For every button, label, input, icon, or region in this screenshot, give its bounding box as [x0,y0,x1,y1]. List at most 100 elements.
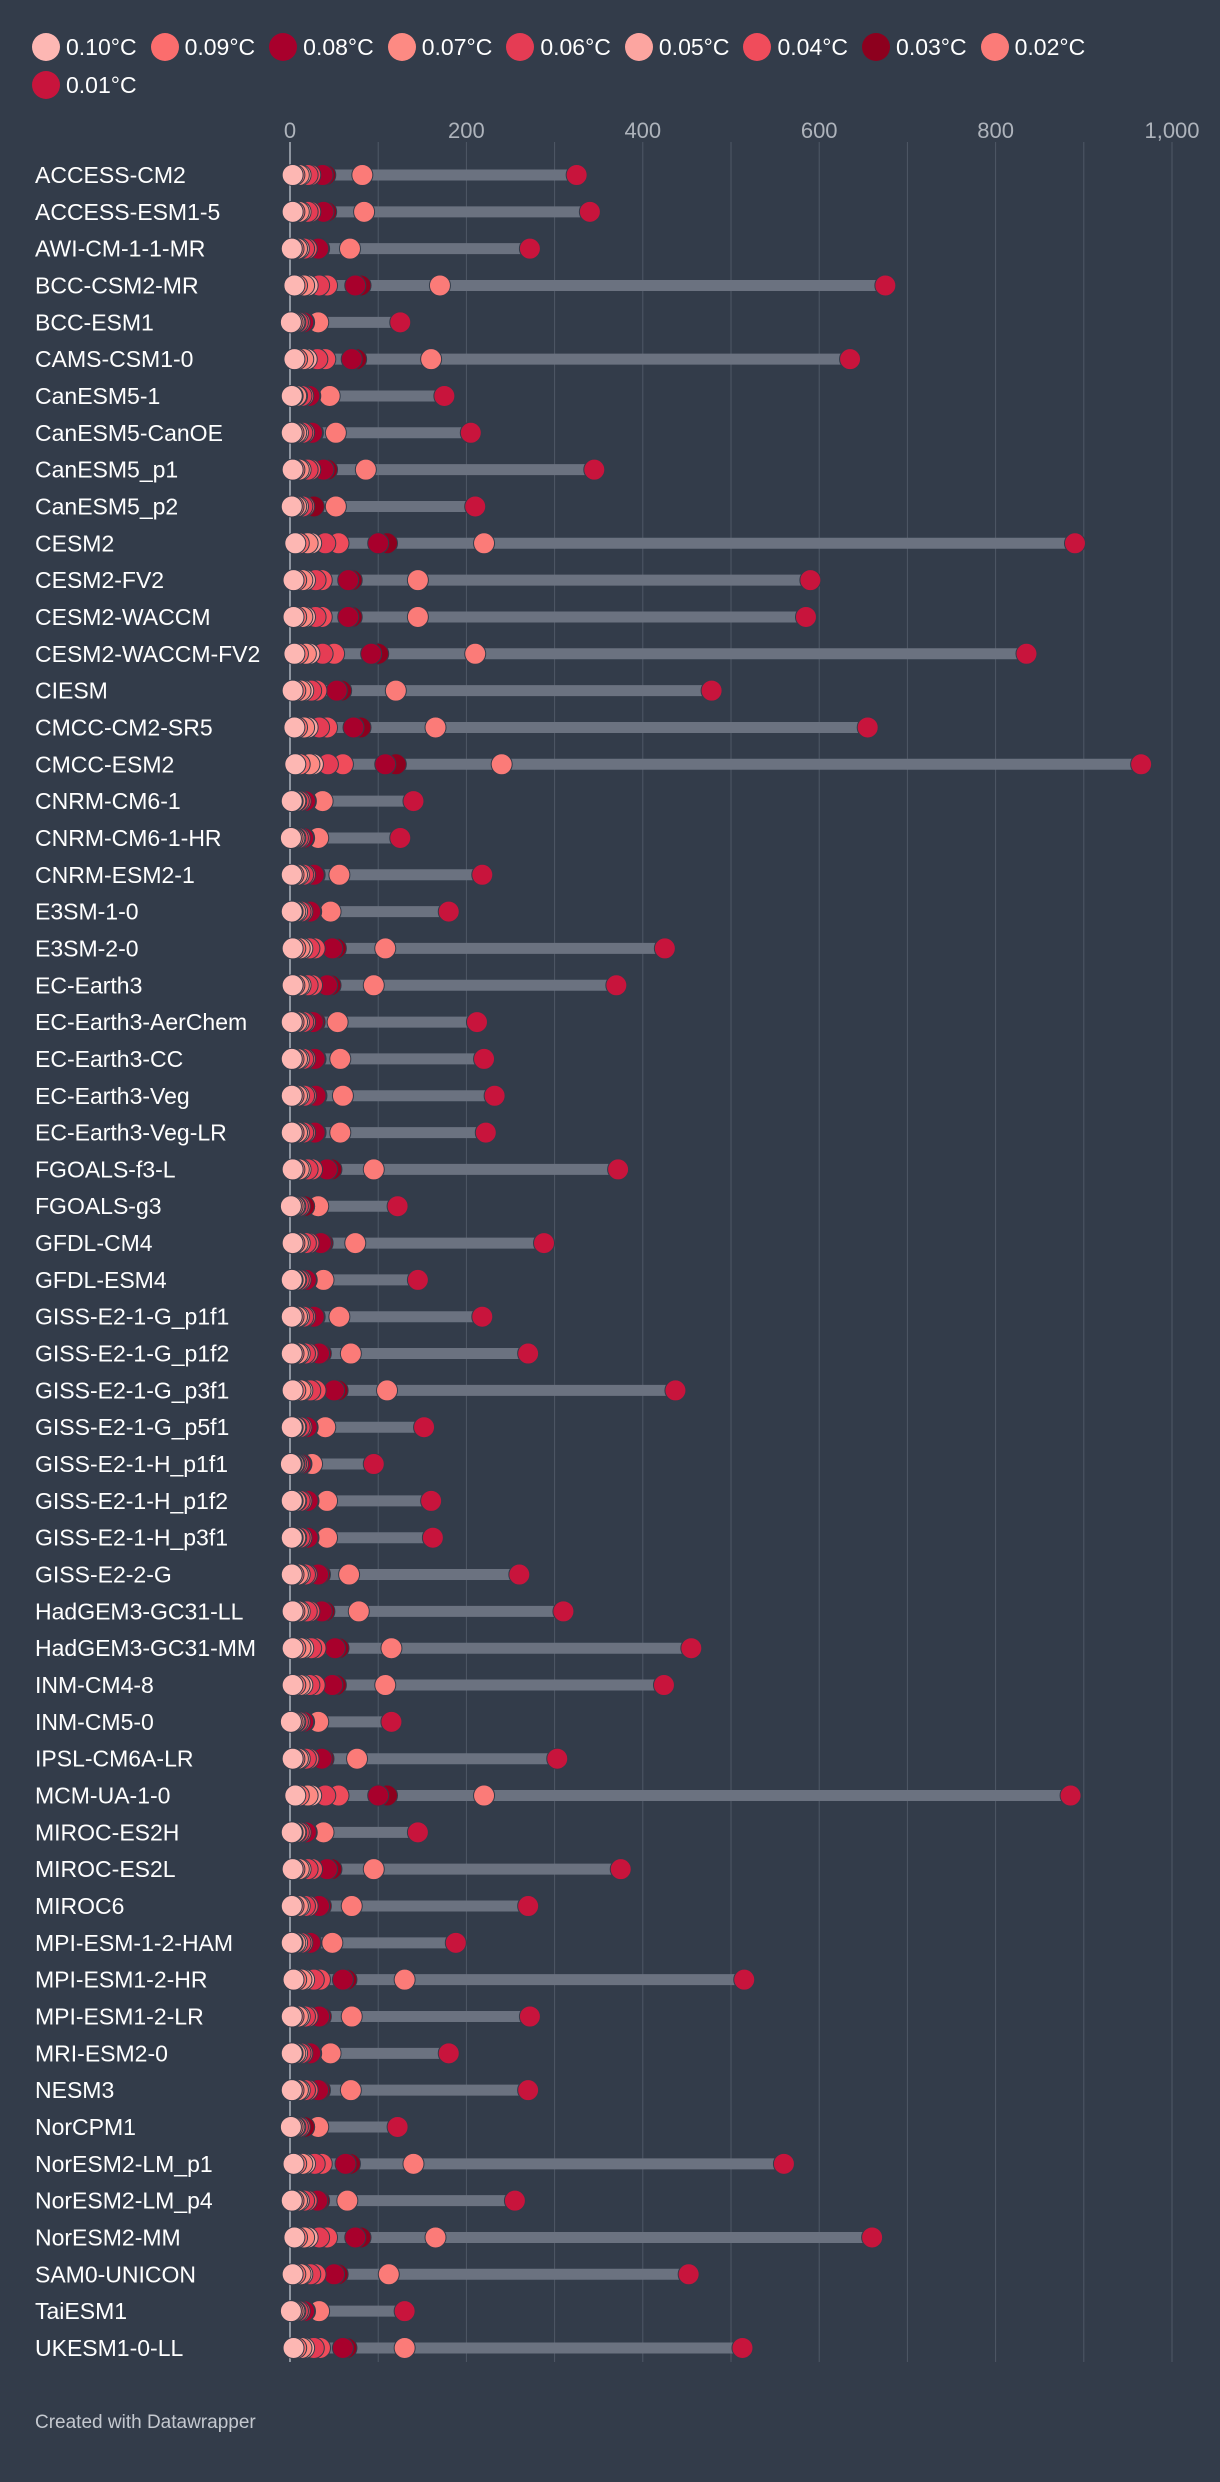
data-point [282,569,305,592]
data-point [279,2115,302,2138]
data-point [473,1047,496,1070]
model-label: CanESM5_p2 [35,493,178,519]
data-point [336,2189,359,2212]
model-label: GISS-E2-1-H_p3f1 [35,1525,228,1551]
data-point [406,605,429,628]
data-point [552,1600,575,1623]
data-point [861,2226,884,2249]
data-point [680,1637,703,1660]
data-point [282,605,305,628]
data-point [428,274,451,297]
data-point [280,495,303,518]
model-label: MCM-UA-1-0 [35,1783,170,1809]
legend-label: 0.03°C [896,33,967,60]
data-point [281,679,304,702]
data-point [424,2226,447,2249]
data-point [281,1158,304,1181]
data-point [389,311,412,334]
data-point [351,164,374,186]
model-label: GISS-E2-1-G_p1f1 [35,1304,229,1330]
data-point [508,1563,531,1586]
data-point [329,1047,352,1070]
data-point [565,164,588,186]
data-point [374,937,397,960]
legend-swatch [269,33,298,61]
model-label: GISS-E2-1-G_p5f1 [35,1414,229,1440]
model-label: INM-CM4-8 [35,1672,154,1698]
data-point [490,753,513,776]
data-point [583,458,606,481]
legend-item: 0.03°C [862,32,967,62]
data-point [281,1600,304,1623]
data-point [280,2005,303,2028]
model-label: GISS-E2-1-H_p1f2 [35,1488,228,1514]
data-point [360,642,383,665]
data-point [279,1710,302,1733]
data-point [323,1637,346,1660]
data-point [280,2042,303,2065]
legend-swatch [387,33,416,61]
data-point [374,1674,397,1697]
data-point [324,421,347,444]
model-label: CanESM5_p1 [35,457,178,483]
data-point [362,1858,385,1881]
model-label: MIROC-ES2H [35,1819,179,1845]
data-point [402,790,425,813]
model-label: GFDL-ESM4 [35,1267,167,1293]
model-label: MIROC6 [35,1893,124,1919]
data-point [281,1747,304,1770]
data-point [420,1489,443,1512]
model-label: MPI-ESM1-2-HR [35,1967,208,1993]
data-point [393,2300,416,2323]
data-point [281,1674,304,1697]
data-point [281,937,304,960]
x-tick-label: 200 [448,118,485,143]
data-point [284,753,307,776]
data-point [386,2115,409,2138]
data-point [281,1232,304,1255]
legend-swatch [150,33,179,61]
data-point [279,826,302,849]
data-point [733,1968,756,1991]
data-point [376,1379,399,1402]
data-point [607,1158,630,1181]
data-point [337,569,360,592]
legend-item: 0.07°C [387,32,492,62]
data-point [353,200,376,223]
x-tick-label: 600 [801,118,838,143]
data-point [389,826,412,849]
data-point [281,164,304,186]
model-label: CESM2 [35,530,114,556]
data-point [283,348,306,371]
data-point [664,1379,687,1402]
model-label: SAM0-UNICON [35,2261,196,2287]
data-point [283,2226,306,2249]
data-point [384,679,407,702]
data-point [772,2152,795,2175]
data-point [354,458,377,481]
data-point [473,1784,496,1807]
data-point [283,642,306,665]
data-point [281,1858,304,1881]
legend-item: 0.01°C [32,70,137,100]
data-point [474,1121,497,1144]
data-point [281,458,304,481]
data-point [339,1342,362,1365]
model-label: NorCPM1 [35,2114,136,2140]
data-point [338,1563,361,1586]
data-point [323,2263,346,2286]
x-tick-label: 0 [284,118,296,143]
legend-label: 0.02°C [1014,33,1086,60]
data-point [533,1232,556,1255]
data-point [279,1453,302,1476]
x-tick-label: 400 [624,118,661,143]
datawrapper-credit[interactable]: Created with Datawrapper [35,2412,256,2433]
data-point [280,900,303,923]
data-point [280,421,303,444]
data-point [280,1931,303,1954]
data-point [517,2079,540,2102]
data-point [471,1305,494,1328]
model-label: CESM2-WACCM-FV2 [35,641,260,667]
data-point [328,863,351,886]
